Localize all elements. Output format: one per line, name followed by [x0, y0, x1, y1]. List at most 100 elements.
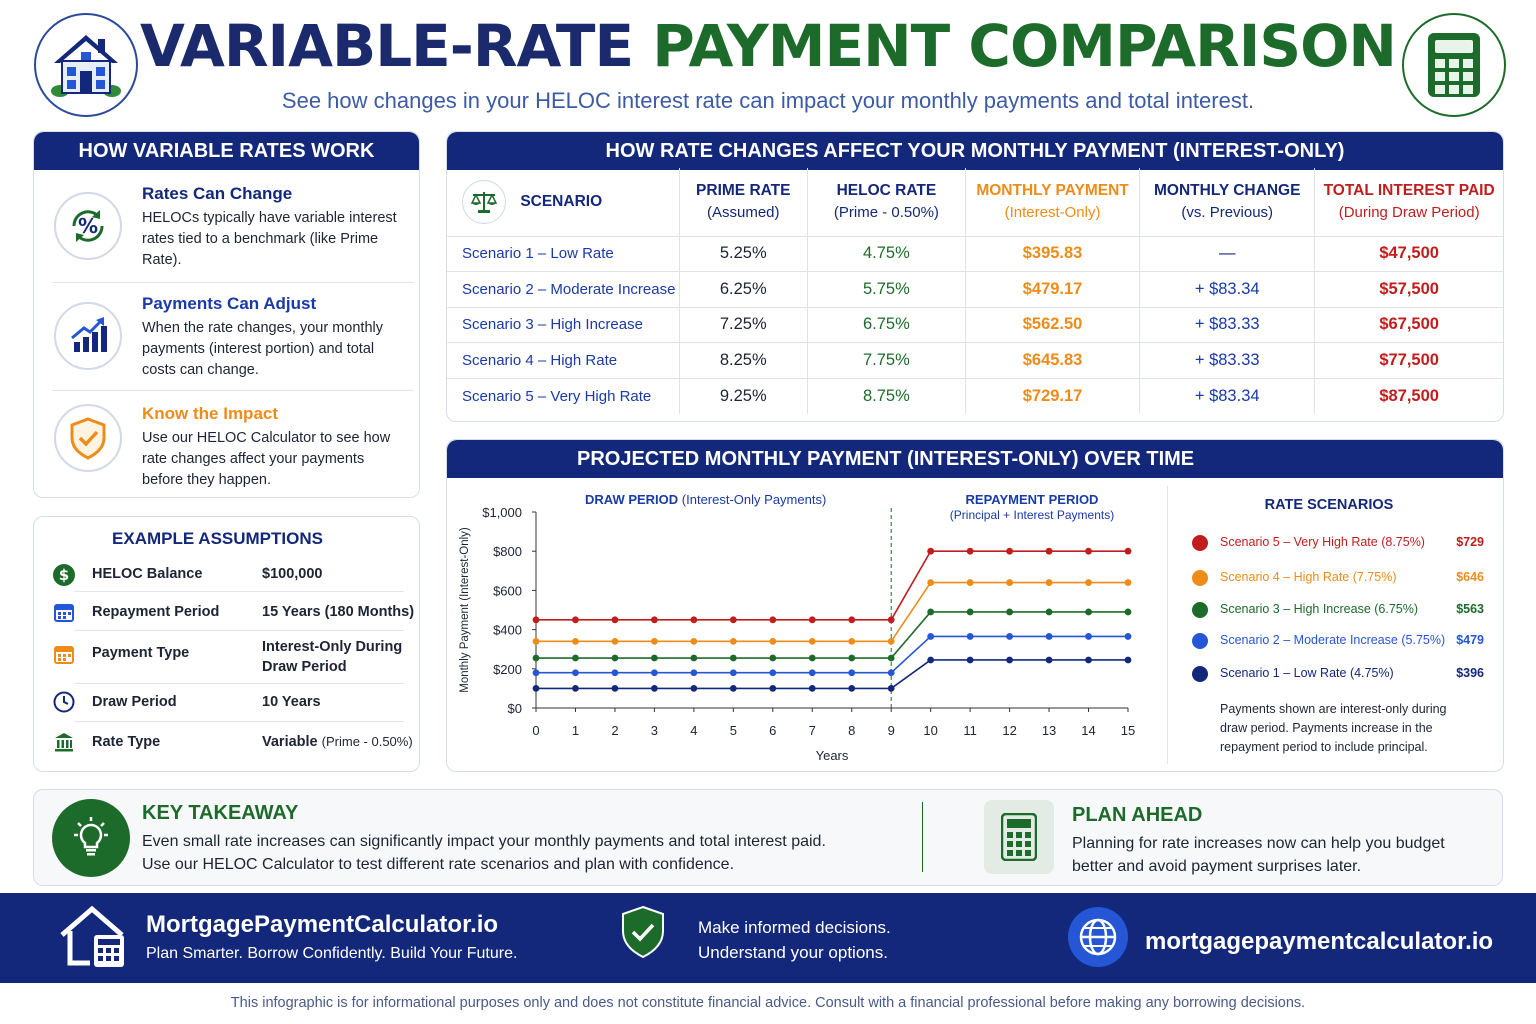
data-point [1006, 633, 1013, 640]
data-point [769, 685, 777, 692]
data-point [532, 685, 540, 692]
data-point [769, 616, 777, 624]
x-tick-label: 10 [923, 723, 937, 738]
data-point [572, 654, 579, 662]
assumption-label: Repayment Period [92, 604, 220, 620]
data-point [966, 656, 974, 664]
data-point [927, 656, 935, 664]
column-header-scenario: SCENARIO [447, 168, 680, 237]
legend-value: $729 [1456, 535, 1484, 549]
house-calculator-icon [60, 905, 124, 967]
info-item-text: Use our HELOC Calculator to see how rate… [142, 430, 391, 488]
data-point [887, 654, 895, 662]
data-point [927, 547, 935, 555]
x-tick-label: 1 [572, 723, 579, 738]
info-item-text: When the rate changes, your monthly paym… [142, 320, 383, 378]
table-row: Scenario 2 – Moderate Increase 6.25% 5.7… [447, 271, 1503, 308]
calendar-icon [54, 604, 74, 622]
takeaway-text: Even small rate increases can significan… [142, 833, 826, 873]
data-point [532, 616, 540, 624]
dollar-icon: $ [53, 564, 75, 586]
data-point [1085, 633, 1092, 640]
cell-heloc: 8.75% [807, 378, 966, 414]
cell-change: + $83.33 [1139, 342, 1316, 379]
how-rates-work-panel: HOW VARIABLE RATES WORK % Rates Can Chan… [33, 131, 420, 498]
series-line [536, 635, 1128, 674]
data-point [808, 685, 816, 692]
data-point [611, 637, 619, 645]
footer-url[interactable]: mortgagepaymentcalculator.io [1145, 928, 1494, 955]
cell-interest: $47,500 [1314, 236, 1503, 273]
x-tick-label: 12 [1002, 723, 1016, 738]
y-tick-label: $400 [493, 623, 522, 638]
data-point [808, 616, 816, 624]
legend-dot [1192, 666, 1208, 682]
table-row: Scenario 4 – High Rate 8.25% 7.75% $645.… [447, 342, 1503, 379]
chart-heading: PROJECTED MONTHLY PAYMENT (INTEREST-ONLY… [447, 440, 1503, 478]
info-item-text: HELOCs typically have variable interest … [142, 210, 397, 268]
cell-payment: $395.83 [965, 236, 1141, 273]
data-point [729, 685, 737, 692]
y-tick-label: $600 [493, 583, 522, 598]
table-row: Scenario 1 – Low Rate 5.25% 4.75% $395.8… [447, 236, 1503, 273]
assumption-row: Payment Type Interest-Only During Draw P… [52, 637, 424, 687]
info-item-title: Payments Can Adjust [142, 294, 317, 313]
data-point [532, 654, 540, 662]
cell-scenario: Scenario 3 – High Increase [447, 307, 680, 344]
shield-check-icon [622, 905, 664, 959]
assumptions-heading: EXAMPLE ASSUMPTIONS [112, 529, 323, 548]
data-point [887, 685, 895, 692]
cell-prime: 6.25% [679, 271, 808, 308]
assumption-label: HELOC Balance [92, 566, 203, 582]
x-tick-label: 11 [963, 723, 977, 738]
data-point [532, 637, 540, 645]
cell-interest: $77,500 [1314, 342, 1503, 379]
data-point [848, 637, 856, 645]
table-header-row: SCENARIO PRIME RATE (Assumed) HELOC RATE(… [447, 168, 1503, 237]
info-item-rates-change: % Rates Can Change HELOCs typically have… [52, 184, 420, 284]
clock-icon [53, 691, 75, 713]
x-tick-label: 15 [1121, 723, 1135, 738]
data-point [887, 637, 895, 645]
data-point [808, 669, 816, 677]
data-point [611, 616, 619, 624]
data-point [966, 579, 974, 586]
table-row: Scenario 5 – Very High Rate 9.25% 8.75% … [447, 378, 1503, 414]
takeaway-panel: KEY TAKEAWAY Even small rate increases c… [33, 789, 1503, 886]
disclaimer: This infographic is for informational pu… [230, 995, 1306, 1011]
data-point [769, 637, 777, 645]
data-point [690, 669, 698, 677]
repayment-period-label: REPAYMENT PERIOD (Principal + Interest Pa… [949, 492, 1115, 522]
cell-prime: 9.25% [679, 378, 808, 414]
footer-brand[interactable]: MortgagePaymentCalculator.io [146, 911, 499, 938]
legend-dot [1192, 602, 1208, 618]
table-row: Scenario 3 – High Increase 7.25% 6.75% $… [447, 307, 1503, 344]
data-point [729, 616, 737, 624]
data-point [1085, 656, 1092, 664]
cell-heloc: 7.75% [807, 342, 966, 379]
x-tick-label: 3 [651, 723, 658, 738]
assumption-row: Repayment Period 15 Years (180 Months) [52, 601, 424, 631]
data-point [1006, 656, 1013, 664]
column-header-change: MONTHLY CHANGE (vs. Previous) [1139, 168, 1316, 237]
plan-heading: PLAN AHEAD [1072, 804, 1203, 826]
data-point [966, 608, 974, 616]
x-tick-label: 14 [1081, 723, 1095, 738]
data-point [572, 637, 579, 645]
y-axis-label: Monthly Payment (Interest-Only) [459, 527, 471, 693]
info-item-title: Know the Impact [142, 404, 279, 423]
y-tick-label: $200 [493, 662, 522, 677]
data-point [769, 669, 777, 677]
legend-value: $396 [1456, 666, 1484, 680]
calendar-grid-icon [54, 646, 74, 664]
legend-name: Scenario 1 – Low Rate (4.75%) [1220, 666, 1394, 680]
data-point [611, 685, 619, 692]
data-point [1006, 547, 1013, 555]
cell-prime: 7.25% [679, 307, 808, 344]
y-tick-label: $0 [508, 701, 522, 716]
data-point [1045, 579, 1053, 586]
info-item-payments-adjust: Payments Can Adjust When the rate change… [52, 294, 420, 394]
assumption-value: 10 Years [262, 694, 321, 710]
x-tick-label: 6 [769, 723, 776, 738]
